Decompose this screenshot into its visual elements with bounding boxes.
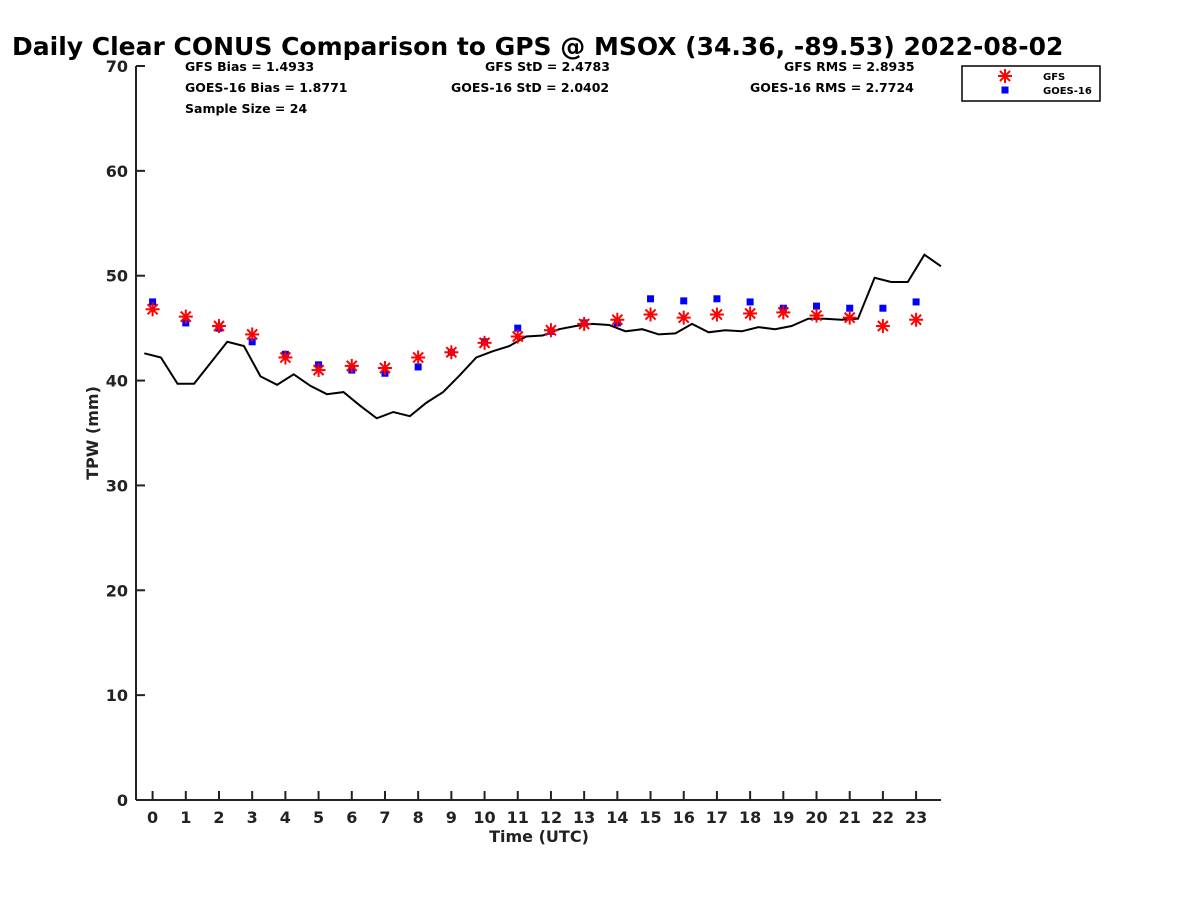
gfs-point: [842, 310, 857, 325]
goes-rms-stat: GOES-16 RMS = 2.7724: [750, 80, 914, 95]
x-tick-label: 15: [639, 808, 661, 827]
gfs-point: [610, 312, 625, 327]
gps-line: [144, 253, 942, 420]
goes-point: [414, 363, 422, 371]
x-tick-label: 17: [706, 808, 728, 827]
gfs-point: [676, 310, 691, 325]
x-tick-label: 10: [473, 808, 495, 827]
gfs-point: [909, 312, 924, 327]
gfs-point: [211, 319, 226, 334]
y-tick-label: 30: [106, 476, 128, 495]
gfs-point: [510, 329, 525, 344]
gfs-point: [145, 302, 160, 317]
gfs-point: [245, 327, 260, 342]
goes-point: [746, 298, 754, 306]
gfs-series: [145, 302, 924, 378]
goes-bias-stat: GOES-16 Bias = 1.8771: [185, 80, 347, 95]
goes-point: [813, 302, 821, 310]
x-tick-label: 14: [606, 808, 628, 827]
y-tick-label: 20: [106, 581, 128, 600]
y-tick-label: 70: [106, 57, 128, 76]
x-tick-label: 18: [739, 808, 761, 827]
gfs-bias-stat: GFS Bias = 1.4933: [185, 59, 314, 74]
gfs-point: [577, 316, 592, 331]
goes-point: [149, 298, 157, 306]
goes-point: [912, 298, 920, 306]
x-tick-label: 2: [213, 808, 224, 827]
chart-title: Daily Clear CONUS Comparison to GPS @ MS…: [12, 32, 1063, 61]
y-axis-label: TPW (mm): [83, 386, 102, 480]
legend-gfs-label: GFS: [1043, 72, 1065, 83]
gfs-point: [543, 323, 558, 338]
x-tick-label: 3: [247, 808, 258, 827]
y-tick-label: 40: [106, 372, 128, 391]
x-tick-label: 1: [180, 808, 191, 827]
x-tick-label: 8: [413, 808, 424, 827]
legend-goes-square: [1001, 86, 1009, 94]
x-tick-label: 19: [772, 808, 794, 827]
x-axis-label: Time (UTC): [489, 827, 589, 846]
legend: GFS GOES-16: [961, 65, 1101, 102]
gfs-point: [743, 306, 758, 321]
goes-point: [846, 304, 854, 312]
gfs-point: [411, 350, 426, 365]
x-tick-label: 12: [540, 808, 562, 827]
x-tick-label: 7: [379, 808, 390, 827]
gfs-point: [709, 307, 724, 322]
x-tick-label: 6: [346, 808, 357, 827]
y-tick-label: 60: [106, 162, 128, 181]
legend-gfs-marker: [998, 69, 1012, 83]
sample-size-stat: Sample Size = 24: [185, 101, 307, 116]
x-tick-label: 20: [805, 808, 827, 827]
x-tick-label: 5: [313, 808, 324, 827]
gfs-point: [178, 309, 193, 324]
gfs-point: [776, 305, 791, 320]
goes-std-stat: GOES-16 StD = 2.0402: [451, 80, 609, 95]
gfs-rms-stat: GFS RMS = 2.8935: [784, 59, 915, 74]
legend-gfs-asterisk: [998, 69, 1012, 83]
x-tick-label: 0: [147, 808, 158, 827]
gfs-point: [278, 350, 293, 365]
goes-point: [248, 338, 256, 346]
gfs-point: [809, 308, 824, 323]
x-tick-label: 23: [905, 808, 927, 827]
goes-point: [647, 295, 655, 303]
y-tick-label: 0: [117, 791, 128, 810]
gfs-point: [477, 335, 492, 350]
gps-series: [144, 253, 942, 420]
gfs-point: [377, 360, 392, 375]
x-tick-label: 9: [446, 808, 457, 827]
gfs-point: [643, 307, 658, 322]
y-tick-label: 50: [106, 267, 128, 286]
gfs-point: [311, 363, 326, 378]
x-tick-label: 21: [839, 808, 861, 827]
goes-point: [713, 295, 721, 303]
x-tick-label: 22: [872, 808, 894, 827]
y-tick-label: 10: [106, 686, 128, 705]
legend-goes-label: GOES-16: [1043, 86, 1092, 97]
x-tick-label: 11: [507, 808, 529, 827]
gfs-point: [444, 345, 459, 360]
goes-point: [514, 324, 522, 332]
x-tick-label: 4: [280, 808, 291, 827]
goes-point: [879, 304, 887, 312]
x-tick-label: 13: [573, 808, 595, 827]
x-tick-label: 16: [673, 808, 695, 827]
gfs-point: [875, 319, 890, 334]
gfs-point: [344, 358, 359, 373]
goes-point: [680, 297, 688, 305]
gfs-std-stat: GFS StD = 2.4783: [485, 59, 610, 74]
legend-box: [961, 65, 1101, 102]
legend-goes-marker: [1001, 86, 1009, 94]
